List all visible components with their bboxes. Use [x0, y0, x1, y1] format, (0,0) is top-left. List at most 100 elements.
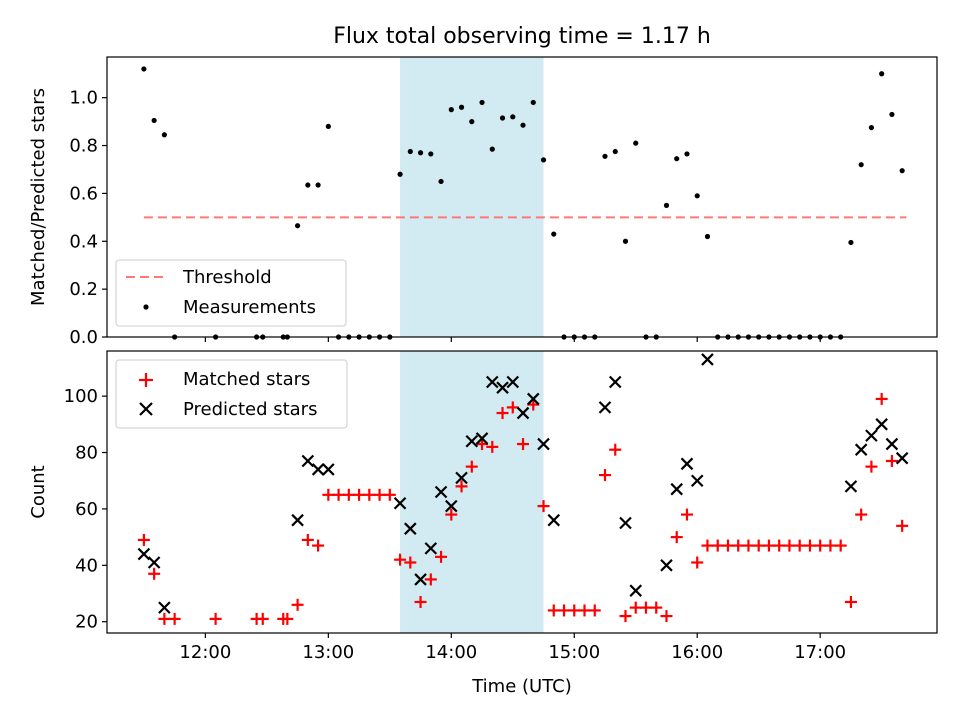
matched-star-point: [256, 612, 269, 625]
observing-window-shade: [400, 57, 544, 337]
x-tick-label: 15:00: [548, 642, 600, 663]
matched-star-point: [404, 556, 417, 569]
matched-star-point: [465, 460, 478, 473]
predicted-star-point: [496, 381, 509, 394]
legend-threshold-label: Threshold: [182, 267, 272, 288]
predicted-star-point: [537, 437, 550, 451]
predicted-star-point: [404, 522, 417, 535]
measurement-point: [325, 123, 331, 130]
measurement-point: [889, 111, 895, 118]
matched-star-point: [783, 539, 796, 552]
matched-star-point: [742, 539, 755, 552]
y-tick-label: 40: [75, 555, 98, 576]
x-tick-label: 12:00: [179, 642, 231, 663]
measurement-point: [397, 171, 403, 177]
legend-matched-swatch: [139, 373, 153, 387]
matched-star-point: [424, 573, 437, 586]
predicted-star-point: [865, 429, 878, 442]
measurement-point: [540, 157, 547, 163]
matched-star-point: [865, 460, 878, 473]
predicted-star-point: [516, 406, 530, 420]
predicted-star-point: [608, 375, 622, 389]
matched-star-point: [558, 604, 571, 617]
matched-star-point: [885, 454, 898, 467]
measurement-point: [510, 114, 516, 120]
predicted-star-point: [885, 437, 899, 451]
measurement-point: [458, 104, 465, 110]
predicted-star-point: [598, 401, 612, 414]
predicted-star-point: [629, 584, 643, 597]
predicted-star-point: [547, 513, 561, 527]
measurement-point: [551, 231, 557, 237]
matched-star-point: [680, 508, 693, 521]
x-tick-label: 14:00: [425, 642, 477, 663]
matched-star-point: [599, 469, 611, 482]
count-y-axis-label: Count: [28, 465, 49, 518]
matched-star-point: [322, 488, 335, 501]
matched-star-point: [158, 612, 171, 625]
y-tick-label: 0.4: [69, 231, 98, 252]
ratio-axes-frame: [106, 56, 938, 338]
matched-star-point: [476, 438, 489, 451]
count-legend: Matched stars Predicted stars: [115, 359, 348, 429]
predicted-star-point: [291, 513, 304, 527]
measurement-point: [417, 150, 424, 156]
matched-star-point: [486, 440, 499, 453]
matched-star-point: [148, 567, 161, 580]
matched-star-point: [609, 443, 622, 456]
measurement-point: [141, 66, 147, 72]
measurement-point: [879, 71, 885, 77]
matched-star-point: [773, 539, 786, 552]
predicted-star-point: [455, 471, 468, 485]
matched-star-point: [824, 539, 837, 552]
matched-star-point: [578, 604, 591, 617]
y-tick-label: 20: [75, 612, 98, 633]
measurement-point: [848, 239, 854, 246]
measurement-point: [479, 99, 485, 106]
matched-star-point: [363, 488, 376, 501]
matched-star-point: [383, 488, 396, 501]
y-tick-label: 100: [64, 386, 98, 407]
matched-star-point: [353, 488, 366, 501]
ratio-y-axis-label: Matched/Predicted stars: [28, 88, 49, 306]
predicted-star-point: [465, 434, 479, 448]
matched-star-point: [619, 610, 632, 623]
matched-star-point: [394, 553, 407, 566]
matched-star-point: [752, 539, 765, 552]
predicted-star-point: [895, 451, 909, 465]
measurement-point: [684, 151, 690, 157]
matched-star-point: [732, 539, 745, 552]
matched-star-point: [301, 533, 314, 546]
matched-star-point: [701, 539, 714, 552]
predicted-star-points: [137, 353, 909, 614]
predicted-star-point: [137, 547, 151, 561]
predicted-star-point: [526, 392, 540, 406]
legend-predicted-label: Predicted stars: [183, 399, 317, 420]
matched-star-point: [670, 531, 683, 544]
measurement-point: [612, 148, 618, 155]
predicted-star-point: [854, 443, 868, 456]
measurement-point: [694, 193, 700, 199]
matched-star-point: [650, 601, 663, 614]
measurement-point: [161, 132, 167, 138]
predicted-star-point: [670, 482, 684, 496]
measurement-point: [428, 151, 434, 157]
matched-star-point: [834, 539, 847, 552]
observing-window-shade: [400, 351, 544, 633]
ratio-y-ticks: 0.0 0.2 0.4 0.6 0.8 1.0: [69, 88, 107, 348]
matched-star-point: [814, 539, 827, 552]
predicted-star-point: [158, 601, 171, 614]
predicted-star-point: [414, 573, 427, 586]
measurement-point: [448, 107, 454, 113]
matched-star-point: [527, 398, 540, 411]
matched-star-point: [547, 604, 560, 617]
count-y-ticks: 20 40 60 80 100: [64, 386, 107, 633]
matched-star-point: [455, 480, 468, 493]
predicted-star-point: [701, 353, 714, 366]
measurement-point: [305, 182, 311, 188]
measurement-point: [520, 122, 526, 128]
matched-star-point: [568, 604, 581, 617]
y-tick-label: 1.0: [69, 88, 98, 109]
legend-predicted-swatch: [139, 402, 153, 416]
